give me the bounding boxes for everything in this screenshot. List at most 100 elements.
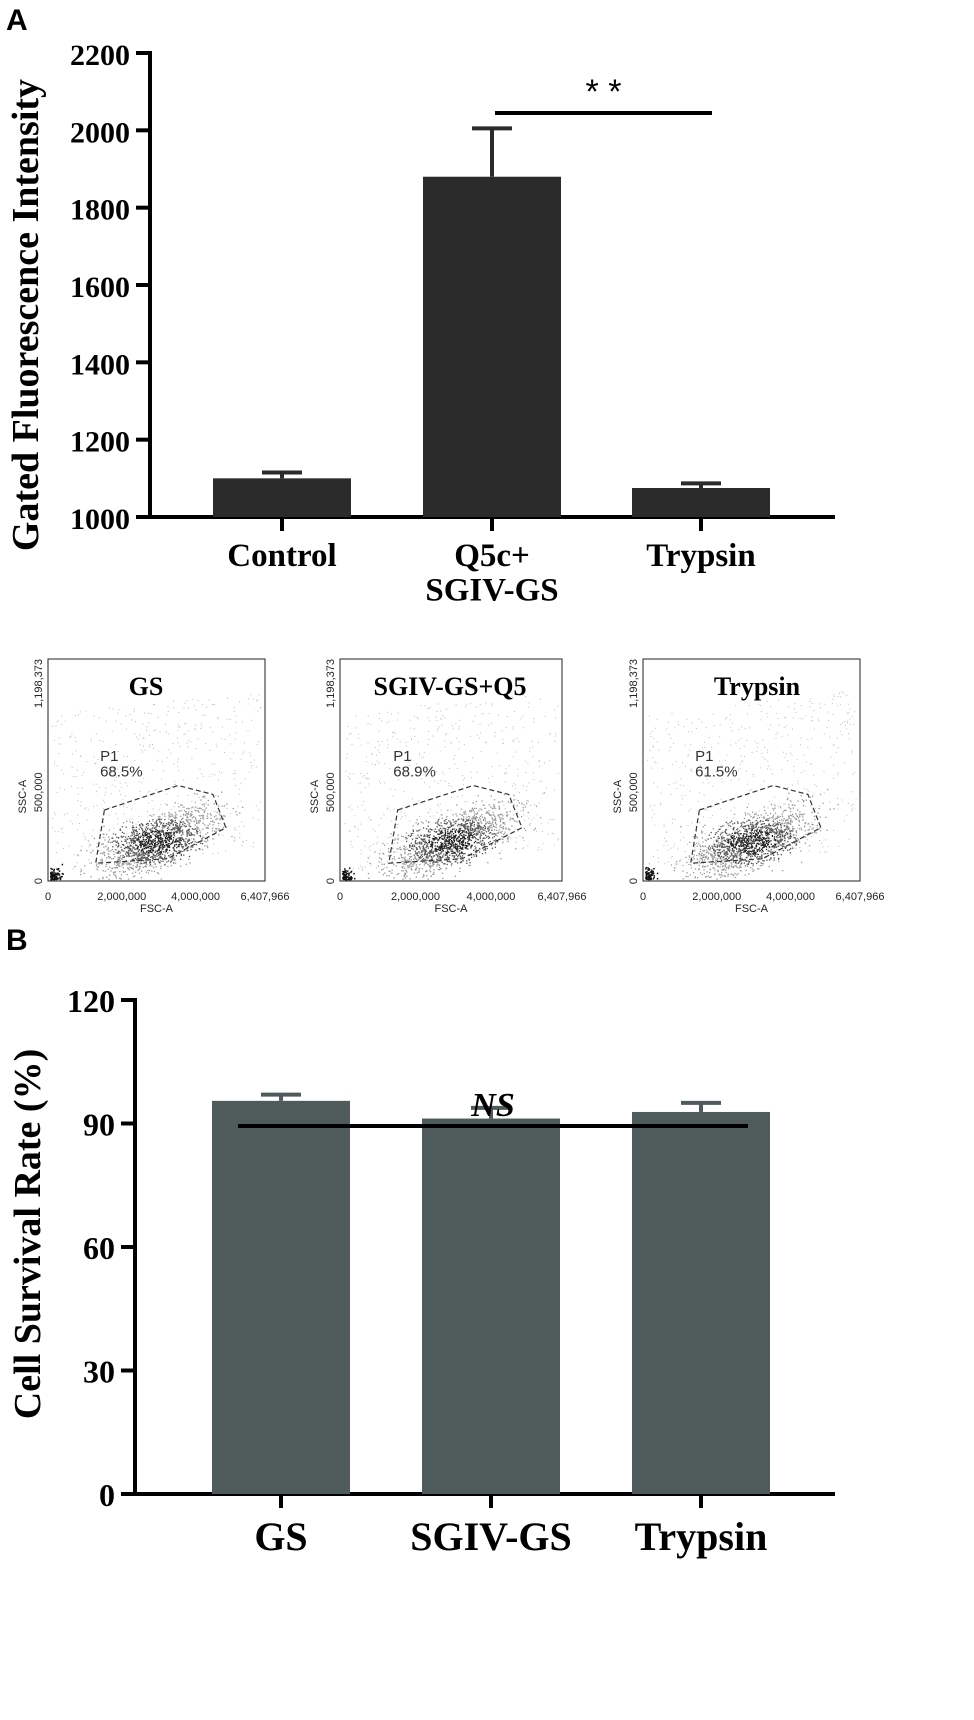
flow-dot (675, 863, 677, 865)
flow-dot (477, 839, 479, 841)
flow-dot (431, 865, 433, 867)
flow-dot (478, 851, 481, 853)
flow-dot (722, 869, 724, 871)
flow-dot (238, 793, 240, 795)
flow-dot (135, 854, 137, 856)
flow-dot (419, 857, 421, 859)
flow-dot (146, 852, 148, 854)
flow-dot (440, 832, 442, 835)
flow-dot (107, 856, 110, 858)
flow-dot (133, 842, 135, 844)
flow-dot (439, 846, 441, 848)
flow-dot (790, 830, 793, 832)
flow-dot (397, 738, 399, 740)
flow-dot (477, 831, 479, 833)
flow-dot (344, 875, 347, 877)
flow-dot (175, 851, 178, 853)
flow-dot (172, 743, 174, 744)
flow-dot (258, 741, 260, 743)
flow-dot (166, 757, 168, 759)
flow-dot (118, 844, 120, 846)
flow-dot (748, 827, 750, 829)
flow-dot (148, 845, 150, 847)
flow-dot (445, 851, 447, 853)
flow-dot (111, 793, 112, 795)
flow-dot (201, 814, 203, 817)
flow-dot (120, 794, 122, 796)
flow-dot (766, 842, 768, 845)
flow-dot (442, 855, 444, 857)
flow-dot (727, 848, 729, 850)
flow-dot (168, 844, 170, 847)
flow-dot (475, 816, 477, 818)
flow-dot (139, 859, 141, 861)
flow-dot (196, 830, 198, 832)
flow-dot (459, 867, 461, 869)
flow-dot (96, 869, 99, 871)
flow-dot (122, 835, 124, 838)
flow-dot (784, 809, 786, 812)
flow-dot (153, 847, 155, 849)
flow-dot (60, 828, 62, 830)
flow-dot (79, 823, 80, 824)
flow-dot (364, 787, 366, 789)
flow-dot (107, 868, 109, 870)
flow-dot (175, 827, 177, 829)
flow-dot (772, 818, 775, 820)
flow-dot (52, 725, 54, 727)
flow-dot (507, 828, 510, 830)
flow-dot (131, 719, 133, 721)
flow-dot (440, 830, 442, 832)
flow-dot (457, 854, 460, 857)
chart-a-fluorescence: Gated Fluorescence Intensity 10001200140… (5, 39, 835, 609)
flow-dot (436, 850, 438, 852)
flow-dot (438, 856, 441, 858)
flow-dot (160, 843, 162, 845)
flow-dot (471, 818, 473, 820)
flow-dot (216, 828, 218, 830)
flow-dot (722, 843, 724, 845)
flow-dot (126, 807, 128, 808)
flow-dot (465, 827, 467, 830)
flow-dot (445, 840, 447, 842)
flow-dot (199, 829, 201, 831)
flow-dot (81, 846, 83, 847)
flow-dot (165, 833, 167, 835)
flow-dot (492, 825, 495, 827)
flow-dot (533, 779, 535, 780)
flow-dot (472, 802, 475, 804)
flow-dot (720, 855, 723, 858)
flow-dot (183, 838, 185, 841)
flow-dot (772, 853, 774, 855)
flow-dot (495, 841, 497, 843)
flow-dot (144, 856, 146, 858)
flow-dot (149, 837, 151, 839)
flow-dot (142, 852, 144, 854)
flow-dot (155, 822, 157, 824)
flow-dot (161, 829, 163, 831)
flow-dot (150, 841, 152, 843)
flow-dot (250, 755, 252, 757)
flow-dot (724, 858, 726, 860)
flow-dot (181, 837, 183, 839)
flow-dot (139, 852, 141, 854)
flow-dot (132, 846, 134, 848)
flow-dot (529, 751, 531, 753)
flow-dot (154, 831, 156, 833)
flow-dot (456, 850, 458, 852)
flow-dot (689, 874, 691, 876)
flow-dot (198, 848, 200, 850)
flow-dot (57, 874, 59, 876)
flow-dot (151, 847, 153, 849)
flow-dot (191, 811, 193, 813)
flow-dot (424, 853, 426, 855)
flow-panel: P168.9%SGIV-GS+Q50500,0001,198,373SSC-A0… (309, 658, 586, 915)
flow-dot (145, 862, 147, 864)
flow-dot (181, 846, 183, 848)
flow-dot (98, 717, 100, 719)
flow-dot (433, 839, 436, 841)
flow-dot (488, 825, 490, 827)
flow-dot (176, 847, 178, 849)
flow-dot (405, 836, 407, 839)
flow-dot (118, 859, 120, 861)
